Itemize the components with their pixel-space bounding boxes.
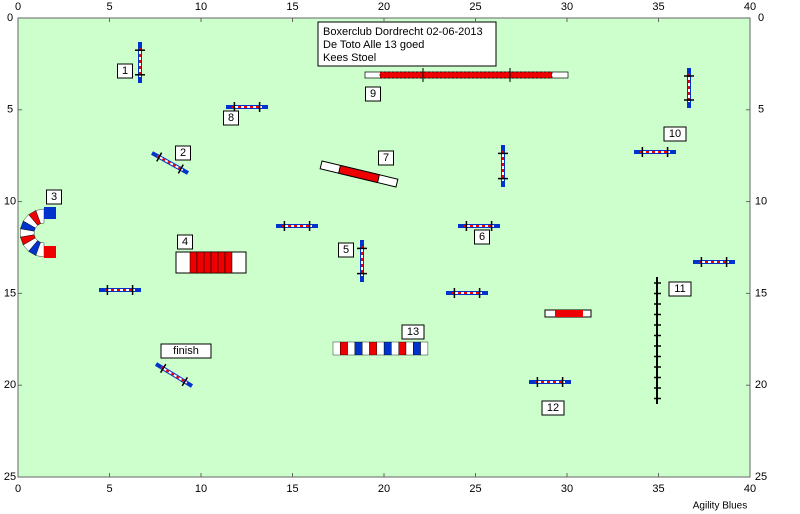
closed-tunnel-segment	[189, 251, 198, 274]
y-tick-label: 15	[755, 287, 767, 299]
y-tick-label: 20	[755, 379, 767, 391]
jump-bar	[156, 155, 184, 171]
x-tick-label: 30	[561, 1, 573, 13]
header-line: Boxerclub Dordrecht 02-06-2013	[323, 26, 483, 38]
header-line: Kees Stoel	[323, 52, 376, 64]
x-tick-label: 20	[378, 1, 390, 13]
field	[17, 17, 751, 478]
closed-tunnel-segment	[203, 251, 212, 274]
header-box: Boxerclub Dordrecht 02-06-2013 De Toto A…	[317, 21, 497, 67]
seesaw-plank	[338, 164, 380, 184]
jump-bar	[160, 366, 188, 384]
x-tick-label: 10	[195, 483, 207, 495]
header-line: De Toto Alle 13 goed	[323, 39, 424, 51]
label-box	[177, 234, 193, 250]
jump-post	[159, 363, 167, 374]
dog-walk-center	[379, 71, 553, 79]
obstacle-label: 2	[180, 147, 186, 159]
label-box	[378, 150, 394, 166]
obstacle-label: 7	[383, 152, 389, 164]
obstacle-label: 3	[51, 191, 57, 203]
y-tick-label: 5	[758, 104, 764, 116]
x-tick-label: 35	[652, 1, 664, 13]
obstacle-label: 11	[674, 283, 685, 295]
seesaw	[319, 160, 399, 188]
weave-segment	[398, 341, 407, 356]
jump-post	[181, 376, 189, 387]
label-box	[223, 110, 239, 126]
obstacle-label: 6	[479, 231, 485, 243]
jump-post	[156, 152, 163, 162]
obstacle-label: 9	[370, 88, 376, 100]
closed-tunnel-segment	[217, 251, 226, 274]
weave-segment	[405, 341, 414, 356]
label-box	[365, 86, 381, 102]
x-tick-label: 25	[469, 483, 481, 495]
closed-tunnel-segment	[210, 251, 219, 274]
label-box	[401, 324, 425, 340]
weave-segment	[376, 341, 385, 356]
x-tick-label: 5	[106, 483, 112, 495]
x-tick-label: 15	[286, 1, 298, 13]
y-tick-label: 0	[758, 12, 764, 24]
y-tick-label: 10	[755, 196, 767, 208]
x-tick-label: 5	[106, 1, 112, 13]
weave-segment	[332, 341, 341, 356]
x-tick-label: 35	[652, 483, 664, 495]
closed-tunnel-segment	[224, 251, 233, 274]
x-tick-label: 0	[15, 1, 21, 13]
y-tick-label: 15	[4, 287, 16, 299]
closed-tunnel-segment	[196, 251, 205, 274]
obstacle-label: 10	[669, 128, 681, 140]
weave-segment	[347, 341, 356, 356]
weave-segment	[383, 341, 392, 356]
weave-segment	[420, 341, 429, 356]
weave-segment	[391, 341, 399, 356]
label-box	[338, 242, 354, 258]
tunnel-end	[44, 246, 56, 258]
obstacle-label: 5	[343, 244, 349, 256]
x-tick-label: 30	[561, 483, 573, 495]
obstacle-label: 13	[407, 326, 419, 338]
y-tick-label: 0	[7, 12, 13, 24]
obstacle-label: 4	[182, 236, 188, 248]
label-box	[541, 400, 565, 416]
obstacle-label: 1	[122, 65, 128, 77]
y-tick-label: 10	[4, 196, 16, 208]
label-box	[117, 63, 133, 79]
x-tick-label: 40	[744, 483, 756, 495]
y-tick-label: 25	[755, 471, 767, 483]
x-tick-label: 0	[15, 483, 21, 495]
jump-post	[177, 164, 184, 174]
y-tick-label: 25	[4, 471, 16, 483]
weave-segment	[413, 341, 421, 356]
label-box	[175, 145, 191, 161]
label-box	[46, 189, 62, 205]
x-tick-label: 15	[286, 483, 298, 495]
x-tick-label: 20	[378, 483, 390, 495]
obstacle-label: 8	[228, 112, 234, 124]
y-tick-label: 20	[4, 379, 16, 391]
tyre-center	[555, 310, 583, 317]
label-box	[668, 281, 692, 297]
x-tick-label: 40	[744, 1, 756, 13]
footer: Agility Blues	[693, 501, 747, 512]
label-box	[663, 126, 687, 142]
x-tick-label: 25	[469, 1, 481, 13]
tunnel-end	[44, 207, 56, 219]
weave-segment	[362, 341, 370, 356]
y-tick-label: 5	[7, 104, 13, 116]
weave-segment	[340, 341, 348, 356]
label-box	[160, 343, 212, 359]
x-tick-label: 10	[195, 1, 207, 13]
weave-segment	[354, 341, 363, 356]
header-frame	[317, 21, 497, 67]
tunnel-segment	[35, 242, 45, 258]
label-box	[474, 229, 490, 245]
obstacle-label: 12	[547, 402, 559, 414]
obstacle-label: finish	[173, 345, 199, 357]
weave-segment	[369, 341, 378, 356]
